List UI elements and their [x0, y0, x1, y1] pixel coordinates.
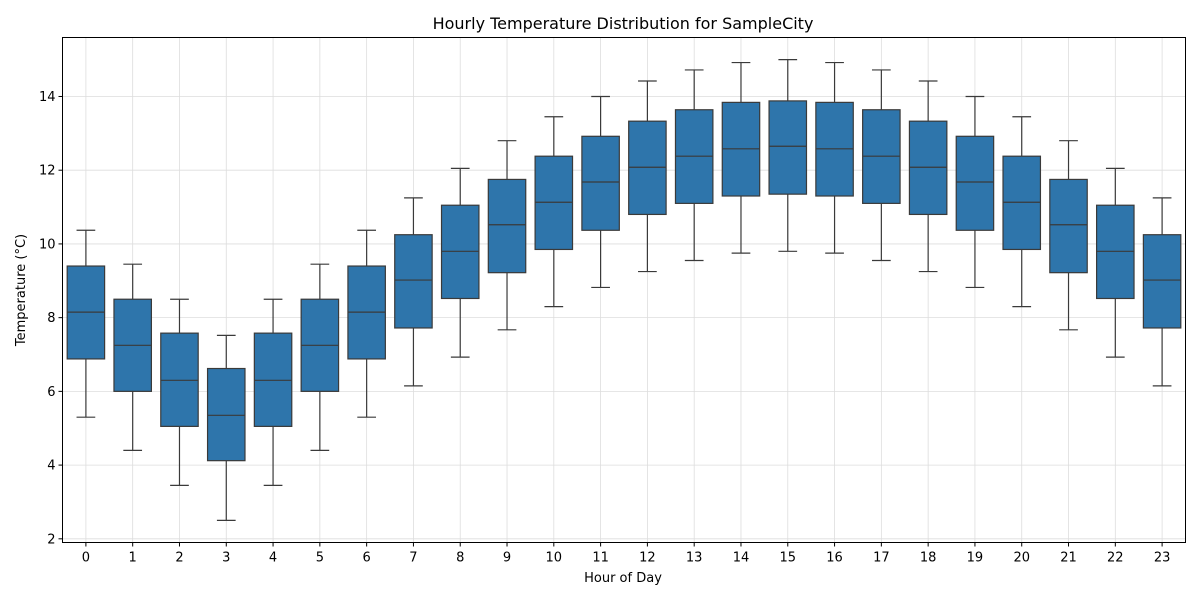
x-tick-label: 20	[1013, 551, 1030, 566]
x-tick-label: 18	[920, 551, 937, 566]
x-tick-label: 11	[592, 551, 609, 566]
iqr-box	[487, 178, 527, 274]
x-tick-label: 3	[222, 551, 230, 566]
x-tick-label: 6	[363, 551, 371, 566]
box-hour-13	[674, 69, 714, 262]
y-tick-label: 14	[39, 90, 56, 105]
x-tick-label: 5	[316, 551, 324, 566]
x-tick-label: 4	[269, 551, 277, 566]
iqr-box	[1049, 178, 1088, 274]
box-hour-18	[908, 80, 948, 273]
box-hour-3	[206, 334, 246, 521]
box-hour-11	[581, 95, 620, 289]
box-hour-6	[347, 229, 386, 418]
x-tick-label: 13	[686, 551, 703, 566]
x-tick-label: 8	[456, 551, 464, 566]
iqr-box	[955, 135, 995, 231]
box-hour-4	[253, 298, 293, 486]
box-hour-23	[1142, 197, 1182, 387]
chart-title: Hourly Temperature Distribution for Samp…	[433, 14, 814, 33]
y-tick-label: 12	[39, 164, 56, 179]
y-tick-label: 6	[47, 385, 55, 400]
box-hour-16	[815, 61, 854, 254]
box-hour-8	[440, 167, 480, 358]
box-hour-9	[487, 140, 527, 331]
x-tick-label: 10	[546, 551, 563, 566]
iqr-box	[206, 367, 246, 462]
x-tick-label: 0	[82, 551, 90, 566]
x-tick-label: 22	[1107, 551, 1124, 566]
box-hour-17	[862, 69, 901, 262]
iqr-box	[394, 234, 433, 329]
box-hour-12	[628, 80, 667, 273]
box-hour-19	[955, 95, 995, 289]
x-tick-label: 23	[1154, 551, 1171, 566]
box-layer	[66, 59, 1182, 521]
x-tick-label: 9	[503, 551, 511, 566]
iqr-box	[768, 100, 808, 195]
x-tick-label: 14	[733, 551, 750, 566]
y-tick-label: 8	[47, 311, 55, 326]
x-tick-label: 1	[129, 551, 137, 566]
box-hour-2	[160, 298, 199, 486]
x-tick-label: 15	[779, 551, 796, 566]
x-tick-label: 19	[967, 551, 984, 566]
box-hour-22	[1095, 167, 1135, 358]
x-tick-label: 12	[639, 551, 656, 566]
box-hour-0	[66, 229, 106, 418]
x-tick-label: 21	[1060, 551, 1077, 566]
box-hour-7	[394, 197, 433, 387]
plot-frame	[62, 37, 1186, 543]
x-tick-label: 2	[175, 551, 183, 566]
box-hour-1	[113, 263, 153, 451]
y-tick-label: 2	[47, 532, 55, 547]
box-hour-20	[1002, 116, 1042, 308]
x-tick-label: 7	[409, 551, 417, 566]
box-hour-21	[1049, 140, 1088, 331]
box-hour-14	[721, 61, 761, 254]
y-tick-label: 4	[47, 459, 55, 474]
x-tick-label: 17	[873, 551, 890, 566]
box-hour-5	[300, 263, 340, 451]
y-axis-label: Temperature (°C)	[14, 234, 29, 347]
y-tick-label: 10	[39, 237, 56, 252]
iqr-box	[581, 135, 620, 231]
x-tick-label: 16	[826, 551, 843, 566]
x-axis-label: Hour of Day	[584, 571, 662, 586]
box-hour-15	[768, 59, 808, 252]
box-hour-10	[534, 116, 574, 308]
iqr-box	[1142, 234, 1182, 329]
